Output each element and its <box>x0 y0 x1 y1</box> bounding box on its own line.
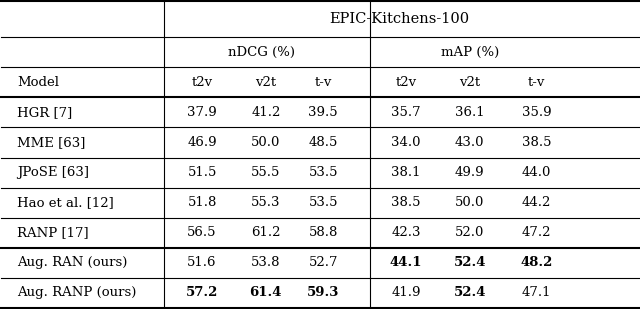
Text: Hao et al. [12]: Hao et al. [12] <box>17 196 114 209</box>
Text: MME [63]: MME [63] <box>17 136 86 149</box>
Text: 52.7: 52.7 <box>308 256 338 269</box>
Text: 50.0: 50.0 <box>455 196 484 209</box>
Text: Aug. RANP (ours): Aug. RANP (ours) <box>17 286 137 299</box>
Text: v2t: v2t <box>459 76 480 89</box>
Text: 38.1: 38.1 <box>391 166 420 179</box>
Text: v2t: v2t <box>255 76 276 89</box>
Text: 51.5: 51.5 <box>188 166 217 179</box>
Text: 61.2: 61.2 <box>251 226 280 239</box>
Text: 53.8: 53.8 <box>251 256 280 269</box>
Text: 58.8: 58.8 <box>308 226 338 239</box>
Text: 39.5: 39.5 <box>308 106 338 119</box>
Text: 36.1: 36.1 <box>455 106 484 119</box>
Text: 52.4: 52.4 <box>454 256 486 269</box>
Text: Model: Model <box>17 76 60 89</box>
Text: t2v: t2v <box>191 76 212 89</box>
Text: RANP [17]: RANP [17] <box>17 226 89 239</box>
Text: 47.1: 47.1 <box>522 286 552 299</box>
Text: Aug. RAN (ours): Aug. RAN (ours) <box>17 256 128 269</box>
Text: 48.5: 48.5 <box>308 136 338 149</box>
Text: JPoSE [63]: JPoSE [63] <box>17 166 90 179</box>
Text: 51.8: 51.8 <box>188 196 217 209</box>
Text: 57.2: 57.2 <box>186 286 218 299</box>
Text: 48.2: 48.2 <box>520 256 553 269</box>
Text: 41.2: 41.2 <box>251 106 280 119</box>
Text: nDCG (%): nDCG (%) <box>228 46 295 59</box>
Text: 53.5: 53.5 <box>308 196 338 209</box>
Text: 43.0: 43.0 <box>455 136 484 149</box>
Text: 42.3: 42.3 <box>391 226 420 239</box>
Text: 34.0: 34.0 <box>391 136 420 149</box>
Text: t-v: t-v <box>314 76 332 89</box>
Text: 55.3: 55.3 <box>251 196 280 209</box>
Text: 44.1: 44.1 <box>390 256 422 269</box>
Text: 41.9: 41.9 <box>391 286 420 299</box>
Text: 44.2: 44.2 <box>522 196 551 209</box>
Text: t2v: t2v <box>396 76 417 89</box>
Text: 49.9: 49.9 <box>455 166 484 179</box>
Text: t-v: t-v <box>528 76 545 89</box>
Text: 53.5: 53.5 <box>308 166 338 179</box>
Text: 46.9: 46.9 <box>188 136 217 149</box>
Text: 35.9: 35.9 <box>522 106 552 119</box>
Text: mAP (%): mAP (%) <box>440 46 499 59</box>
Text: 38.5: 38.5 <box>391 196 420 209</box>
Text: 50.0: 50.0 <box>251 136 280 149</box>
Text: 38.5: 38.5 <box>522 136 552 149</box>
Text: 61.4: 61.4 <box>250 286 282 299</box>
Text: 44.0: 44.0 <box>522 166 551 179</box>
Text: 51.6: 51.6 <box>188 256 217 269</box>
Text: 37.9: 37.9 <box>188 106 217 119</box>
Text: 47.2: 47.2 <box>522 226 552 239</box>
Text: EPIC-Kitchens-100: EPIC-Kitchens-100 <box>330 12 470 26</box>
Text: 56.5: 56.5 <box>188 226 217 239</box>
Text: 59.3: 59.3 <box>307 286 339 299</box>
Text: 52.0: 52.0 <box>455 226 484 239</box>
Text: 52.4: 52.4 <box>454 286 486 299</box>
Text: 35.7: 35.7 <box>391 106 421 119</box>
Text: 55.5: 55.5 <box>251 166 280 179</box>
Text: HGR [7]: HGR [7] <box>17 106 72 119</box>
